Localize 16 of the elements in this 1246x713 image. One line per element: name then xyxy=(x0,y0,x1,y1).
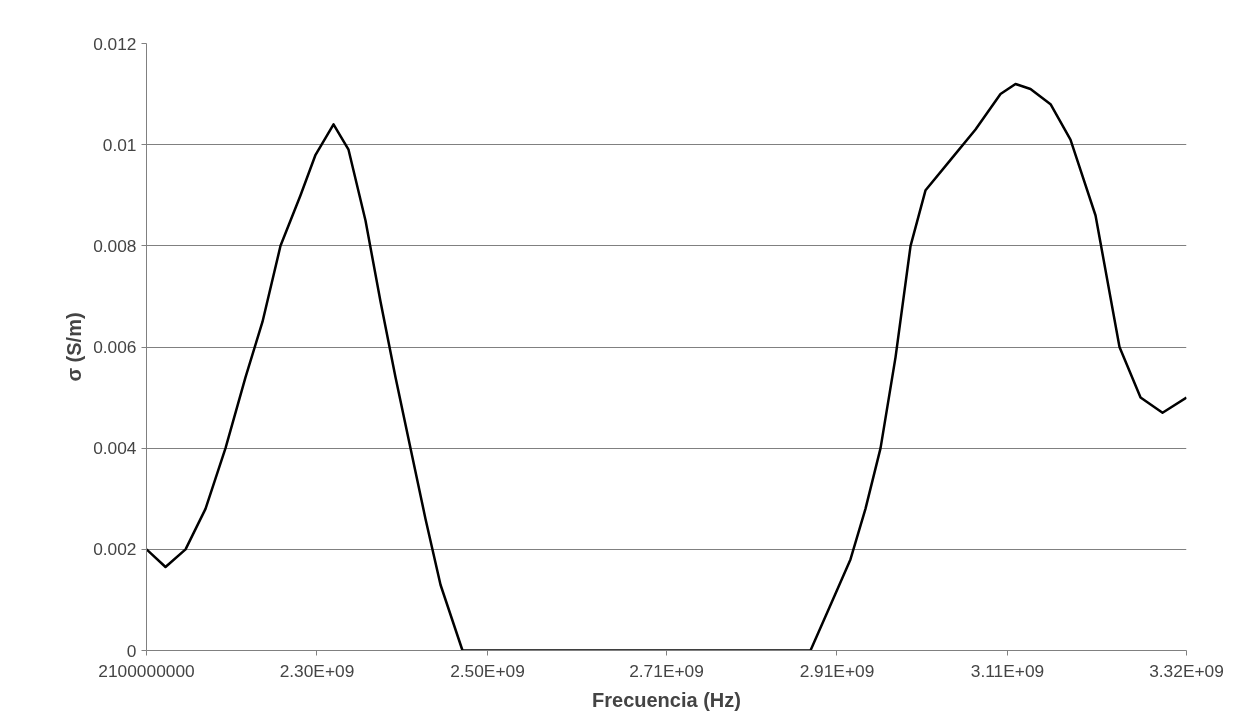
x-tick-label: 2.30E+09 xyxy=(279,660,355,681)
y-tick-label: 0.012 xyxy=(93,33,137,54)
y-axis-title: σ (S/m) xyxy=(63,312,86,382)
y-tick-label: 0.006 xyxy=(93,337,137,357)
x-tick-label: 2100000000 xyxy=(98,660,195,681)
x-tick-label: 2.50E+09 xyxy=(450,660,525,681)
x-tick-label: 2.91E+09 xyxy=(799,660,875,681)
y-tick-label: 0.01 xyxy=(102,134,137,155)
y-tick-label: 0.004 xyxy=(93,438,137,459)
x-axis-title: Frecuencia (Hz) xyxy=(592,688,741,711)
y-tick-label: 0 xyxy=(126,640,137,661)
y-tick-label: 0.002 xyxy=(93,539,137,560)
x-tick-label: 3.32E+09 xyxy=(1149,660,1224,681)
y-tick-label: 0.008 xyxy=(93,235,137,256)
x-tick-label: 2.71E+09 xyxy=(629,660,704,681)
x-tick-label: 3.11E+09 xyxy=(970,660,1045,681)
